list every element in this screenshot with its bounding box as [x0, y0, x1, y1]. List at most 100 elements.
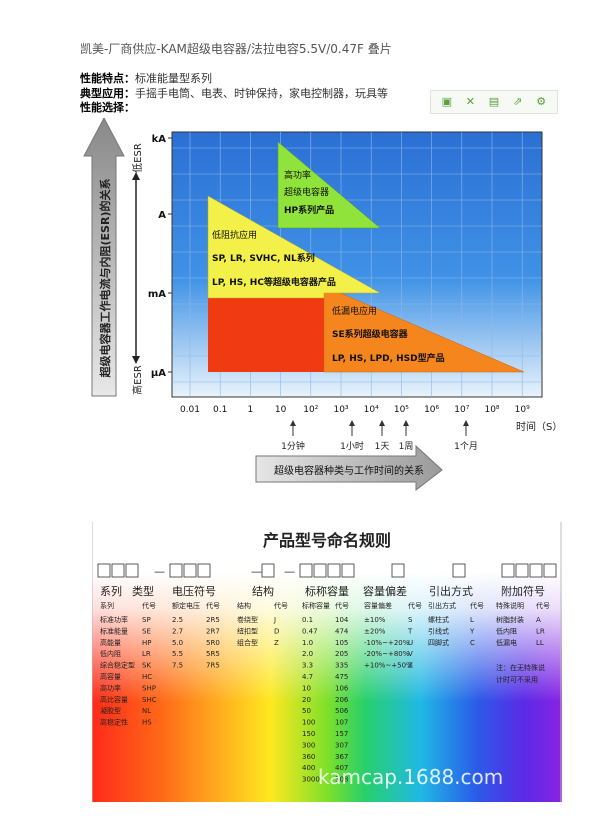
lead-cell: 螺柱式 [428, 615, 449, 624]
capacity-code: 308 [335, 776, 348, 784]
capacity-cell: 400 [302, 764, 315, 772]
structure-cell: 卷绕型 [237, 615, 258, 624]
capacity-cell: 3.3 [302, 662, 313, 670]
region-low-leakage [323, 285, 525, 373]
x-tick-label: 10⁸ [484, 405, 499, 415]
x-tick-label: 10⁴ [364, 405, 379, 415]
li-line3: LP, HS, HC等超级电容器产品 [212, 276, 336, 288]
save-icon[interactable]: ▤ [488, 95, 500, 108]
structure-code: J [273, 616, 276, 624]
voltage-head: 代号 [206, 601, 220, 610]
extra-code: A [536, 616, 541, 624]
feature-line: 性能特点：标准能量型系列 [80, 72, 212, 85]
tolerance-cell: ±10% [364, 616, 386, 624]
code-box [501, 563, 515, 578]
y-tick-label: A [158, 210, 166, 221]
tolerance-cell: -10%~+20% [364, 639, 410, 647]
series-code: LR [142, 650, 151, 658]
code-box [97, 563, 111, 578]
capacity-cell: 50 [302, 707, 311, 715]
capacity-code: 307 [335, 741, 348, 749]
code-box [197, 563, 211, 578]
structure-code: D [274, 627, 279, 635]
capacity-cell: 360 [302, 753, 315, 761]
watermark: kamcap.1688.com [318, 765, 503, 789]
x-tick-label: 1 [248, 405, 254, 415]
code-dash: — [251, 565, 262, 578]
series-head: 代号 [142, 601, 156, 610]
code-box [111, 563, 125, 578]
time-mark-arrow [349, 420, 355, 426]
code-box [543, 563, 557, 578]
ll-line2: SE系列超级电容器 [332, 328, 409, 340]
time-mark-arrow [290, 420, 296, 426]
capacity-cell: 1.0 [302, 639, 313, 647]
capacity-cell: 2.0 [302, 650, 313, 658]
tolerance-head: 容量偏差 [364, 601, 392, 610]
voltage-head: 额定电压 [172, 601, 200, 610]
extra-cell: 低内阻 [496, 626, 517, 635]
y-tick-label: μA [151, 368, 166, 379]
code-box [452, 563, 466, 578]
capacity-code: 474 [335, 627, 349, 635]
series-code: SHC [142, 696, 157, 704]
li-line2: SP, LR, SVHC, NL系列 [212, 252, 315, 264]
code-box [169, 563, 183, 578]
y-tick-label: kA [152, 134, 167, 145]
settings-icon[interactable]: ⚙ [536, 95, 547, 108]
image-toolbar: ▣ ✕ ▤ ⇗ ⚙ [430, 90, 558, 114]
capacity-code: 475 [335, 673, 348, 681]
ll-line1: 低漏电应用 [332, 305, 377, 317]
lead-cell: 四脚式 [428, 638, 449, 647]
li-line1: 低阻抗应用 [212, 229, 257, 241]
tolerance-code: S [408, 616, 413, 624]
x-tick-label: 10⁷ [454, 405, 469, 415]
capacity-code: 105 [335, 639, 348, 647]
esr-chart: 超级电容器工作电流与内阻(ESR)的关系 低ESR 高ESR kA AmA μA 0… [83, 118, 560, 492]
code-box [261, 563, 275, 578]
extra-cell: 树脂封装 [496, 615, 524, 624]
code-dash: — [154, 565, 165, 578]
structure-cell: 纽扣型 [237, 626, 258, 635]
series-cell: 高容量 [100, 672, 121, 681]
structure-head: 结构 [237, 601, 251, 610]
extra-head: 代号 [536, 601, 550, 610]
capacity-code: 367 [335, 753, 348, 761]
capacity-code: 407 [335, 764, 348, 772]
capacity-cell: 10 [302, 684, 311, 692]
lead-head: 代号 [470, 601, 484, 610]
tolerance-code: V [408, 650, 413, 658]
capacity-cell: 300 [302, 741, 315, 749]
series-cell: 标准能量 [100, 626, 128, 635]
code-box [529, 563, 543, 578]
esr-high-label: 高ESR [131, 365, 144, 395]
group-head: 系列 [100, 584, 122, 598]
capacity-cell: 100 [302, 719, 315, 727]
series-code: HC [142, 673, 152, 681]
lead-cell: 引线式 [428, 626, 449, 635]
voltage-cell: 5.0 [172, 639, 183, 647]
series-cell: 低内阻 [100, 649, 121, 658]
group-head: 结构 [252, 584, 274, 598]
voltage-cell: 2.7 [172, 627, 183, 635]
expand-icon[interactable]: ✕ [465, 95, 475, 108]
fullscreen-icon[interactable]: ▣ [441, 95, 452, 108]
group-head: 容量偏差 [363, 584, 407, 598]
capacity-code: 106 [335, 684, 349, 692]
time-mark-label: 1分钟 [281, 440, 305, 452]
vertical-arrow [83, 118, 125, 397]
esr-arrow-bottom [132, 356, 140, 364]
voltage-code: 7R5 [206, 662, 220, 670]
series-code: HP [142, 639, 152, 647]
esr-arrow-top [132, 172, 140, 180]
series-code: SE [142, 627, 151, 635]
share-icon[interactable]: ⇗ [512, 95, 523, 108]
tolerance-code: U [408, 639, 413, 647]
x-tick-label: 0.01 [180, 405, 200, 415]
time-mark-arrow [463, 420, 469, 426]
x-tick-label: 10³ [333, 405, 348, 415]
group-head: 附加符号 [501, 584, 545, 598]
time-mark-label: 1小时 [340, 440, 364, 452]
code-box [515, 563, 529, 578]
product-title: 凯美-厂商供应-KAM超级电容器/法拉电容5.5V/0.47F 叠片 [80, 42, 392, 56]
